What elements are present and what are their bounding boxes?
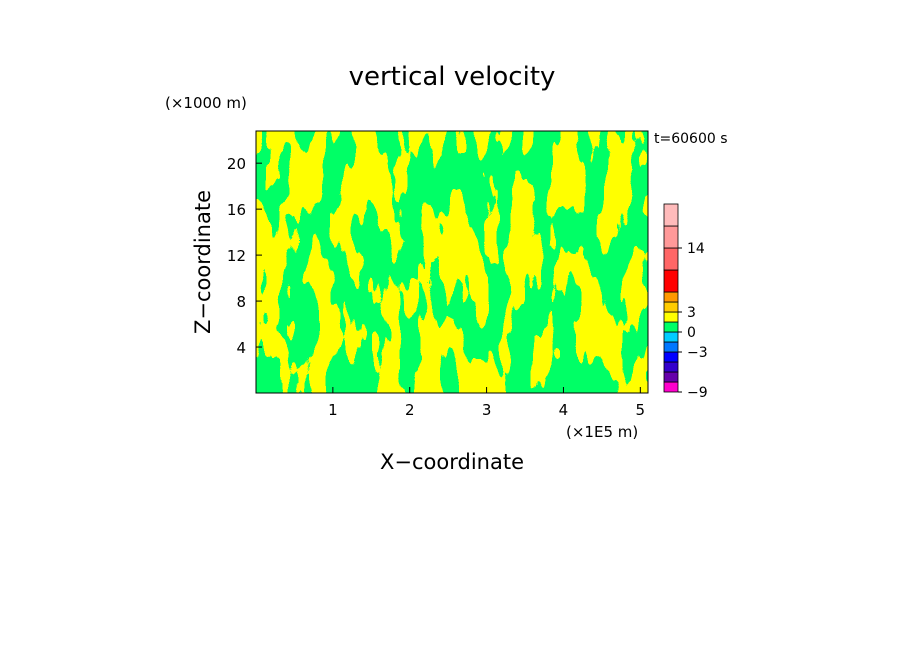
plot-frame bbox=[255, 130, 649, 394]
colorbar-tick-label: −3 bbox=[687, 345, 708, 361]
colorbar-segment bbox=[663, 371, 679, 383]
y-tick-label: 4 bbox=[236, 339, 246, 357]
colorbar: 14 3 0 −3 −9 bbox=[663, 203, 708, 401]
x-tick-label: 3 bbox=[482, 401, 492, 419]
y-axis-label: Z−coordinate bbox=[191, 190, 215, 334]
y-ticks: 4 8 12 16 20 bbox=[227, 155, 262, 357]
x-tick-label: 5 bbox=[636, 401, 646, 419]
colorbar-tick-label: 0 bbox=[687, 325, 696, 341]
velocity-field bbox=[256, 131, 648, 393]
colorbar-segment bbox=[663, 311, 679, 323]
x-axis-label: X−coordinate bbox=[380, 450, 524, 474]
x-axis-unit: (×1E5 m) bbox=[566, 423, 638, 441]
colorbar-segment bbox=[663, 247, 679, 271]
colorbar-segment bbox=[663, 321, 679, 333]
colorbar-tick-label: 3 bbox=[687, 305, 696, 321]
colorbar-segment bbox=[663, 381, 679, 393]
colorbar-segment bbox=[663, 341, 679, 353]
colorbar-segment bbox=[663, 351, 679, 363]
x-tick-label: 2 bbox=[405, 401, 415, 419]
colorbar-tick-label: −9 bbox=[687, 385, 708, 401]
y-tick-label: 20 bbox=[227, 155, 246, 173]
y-axis-unit: (×1000 m) bbox=[165, 94, 247, 112]
colorbar-segment bbox=[663, 291, 679, 303]
colorbar-tick-label: 14 bbox=[687, 241, 705, 257]
x-tick-label: 4 bbox=[559, 401, 569, 419]
colorbar-segment bbox=[663, 269, 679, 293]
x-tick-label: 1 bbox=[328, 401, 338, 419]
y-tick-label: 16 bbox=[227, 201, 246, 219]
x-ticks: 1 2 3 4 5 bbox=[328, 387, 645, 419]
colorbar-segment bbox=[663, 225, 679, 249]
time-label: t=60600 s bbox=[654, 131, 728, 147]
colorbar-segment bbox=[663, 203, 679, 227]
colorbar-segment bbox=[663, 331, 679, 343]
y-tick-label: 8 bbox=[236, 293, 246, 311]
colorbar-segment bbox=[663, 301, 679, 313]
chart-title: vertical velocity bbox=[349, 62, 556, 92]
colorbar-segment bbox=[663, 361, 679, 373]
y-tick-label: 12 bbox=[227, 247, 246, 265]
